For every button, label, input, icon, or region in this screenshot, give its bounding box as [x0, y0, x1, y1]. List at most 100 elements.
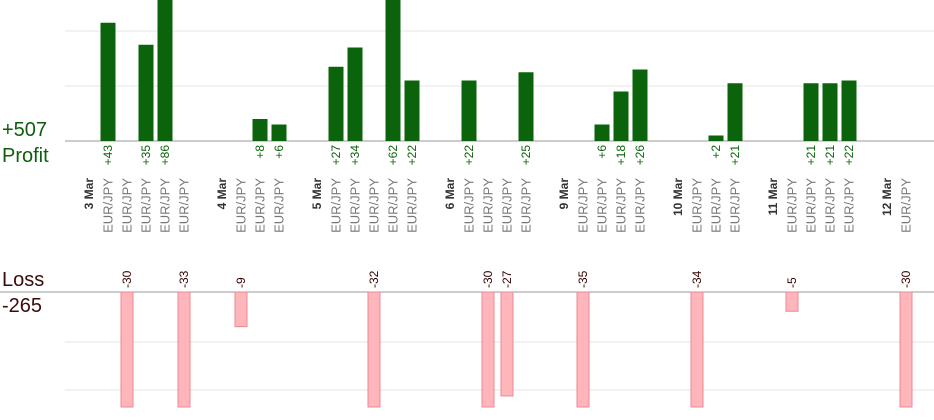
bars-layer: [100, 0, 913, 408]
pair-label: EUR/JPY: [842, 178, 857, 233]
pair-label: EUR/JPY: [462, 178, 477, 233]
pair-label: EUR/JPY: [139, 178, 154, 233]
pair-label: EUR/JPY: [367, 178, 382, 233]
profit-value-label: +8: [253, 145, 267, 159]
pair-label: EUR/JPY: [500, 178, 515, 233]
loss-value-label: -33: [177, 270, 191, 288]
loss-bar: [785, 291, 799, 312]
profit-bar: [461, 80, 477, 141]
loss-bar: [576, 291, 590, 408]
labels-layer: 3 Mar EUR/JPY +43 EUR/JPY -30 EUR/JPY +35 EUR/J…: [82, 145, 914, 288]
profit-value-label: +62: [386, 145, 400, 166]
loss-value-label: -35: [576, 270, 590, 288]
date-label: 9 Mar: [557, 178, 571, 210]
profit-value-label: +21: [728, 145, 742, 166]
profit-value-label: +43: [101, 145, 115, 166]
pair-label: EUR/JPY: [481, 178, 496, 233]
loss-bar: [367, 291, 381, 408]
profit-value-label: +35: [139, 145, 153, 166]
profit-value-label: +25: [519, 145, 533, 166]
pair-label: EUR/JPY: [253, 178, 268, 233]
profit-bar: [271, 124, 287, 141]
pair-label: EUR/JPY: [823, 178, 838, 233]
pair-label: EUR/JPY: [329, 178, 344, 233]
profit-bar: [100, 22, 116, 141]
pair-label: EUR/JPY: [709, 178, 724, 233]
profit-value-label: +22: [842, 145, 856, 166]
profit-total: +507: [2, 119, 48, 141]
loss-value-label: -9: [234, 277, 248, 288]
profit-value-label: +2: [709, 145, 723, 159]
profit-bar: [632, 69, 648, 141]
profit-bar: [708, 135, 724, 141]
profit-bar: [138, 44, 154, 141]
profit-value-label: +21: [823, 145, 837, 166]
loss-bar: [690, 291, 704, 408]
loss-bar: [481, 291, 495, 408]
pair-label: EUR/JPY: [576, 178, 591, 233]
loss-value-label: -30: [899, 270, 913, 288]
profit-value-label: +21: [804, 145, 818, 166]
profit-value-label: +26: [633, 145, 647, 166]
loss-total: -265: [2, 295, 43, 317]
axis-lines: [0, 140, 934, 293]
date-label: 12 Mar: [880, 178, 894, 216]
profit-bar: [727, 83, 743, 141]
date-label: 6 Mar: [443, 178, 457, 210]
pair-label: EUR/JPY: [899, 178, 914, 233]
pair-label: EUR/JPY: [804, 178, 819, 233]
pair-label: EUR/JPY: [519, 178, 534, 233]
pair-label: EUR/JPY: [595, 178, 610, 233]
loss-value-label: -30: [481, 270, 495, 288]
date-label: 10 Mar: [671, 178, 685, 216]
pair-label: EUR/JPY: [348, 178, 363, 233]
profit-bar: [822, 83, 838, 141]
loss-bar: [500, 291, 514, 397]
gridlines: [65, 30, 934, 391]
profit-bar: [404, 80, 420, 141]
profit-bar: [328, 66, 344, 141]
loss-value-label: -5: [785, 277, 799, 288]
pair-label: EUR/JPY: [690, 178, 705, 233]
pair-label: EUR/JPY: [405, 178, 420, 233]
pair-label: EUR/JPY: [272, 178, 287, 233]
loss-value-label: -30: [120, 270, 134, 288]
loss-bar: [120, 291, 134, 408]
pair-label: EUR/JPY: [728, 178, 743, 233]
profit-value-label: +6: [272, 145, 286, 159]
profit-value-label: +6: [595, 145, 609, 159]
profit-bar: [385, 0, 401, 141]
profit-bar: [841, 80, 857, 141]
pair-label: EUR/JPY: [158, 178, 173, 233]
profit-bar: [803, 83, 819, 141]
loss-value-label: -34: [690, 270, 704, 288]
profit-value-label: +34: [348, 145, 362, 166]
date-label: 4 Mar: [215, 178, 229, 210]
profit-value-label: +22: [405, 145, 419, 166]
date-label: 11 Mar: [766, 178, 780, 216]
loss-bar: [899, 291, 913, 408]
profit-bar: [594, 124, 610, 141]
profit-bar: [518, 72, 534, 141]
profit-bar: [252, 119, 268, 141]
profit-bar: [157, 0, 173, 141]
date-label: 5 Mar: [310, 178, 324, 210]
profit-bar: [347, 47, 363, 141]
pair-label: EUR/JPY: [633, 178, 648, 233]
pair-label: EUR/JPY: [234, 178, 249, 233]
pair-label: EUR/JPY: [120, 178, 135, 233]
profit-value-label: +22: [462, 145, 476, 166]
profit-label: Profit: [2, 145, 49, 167]
date-label: 3 Mar: [82, 178, 96, 210]
pair-label: EUR/JPY: [386, 178, 401, 233]
pair-label: EUR/JPY: [177, 178, 192, 233]
pair-label: EUR/JPY: [101, 178, 116, 233]
loss-label: Loss: [2, 269, 45, 291]
profit-bar: [613, 91, 629, 141]
loss-bar: [234, 291, 248, 328]
profit-value-label: +18: [614, 145, 628, 166]
profit-value-label: +27: [329, 145, 343, 166]
pair-label: EUR/JPY: [614, 178, 629, 233]
loss-value-label: -32: [367, 270, 381, 288]
